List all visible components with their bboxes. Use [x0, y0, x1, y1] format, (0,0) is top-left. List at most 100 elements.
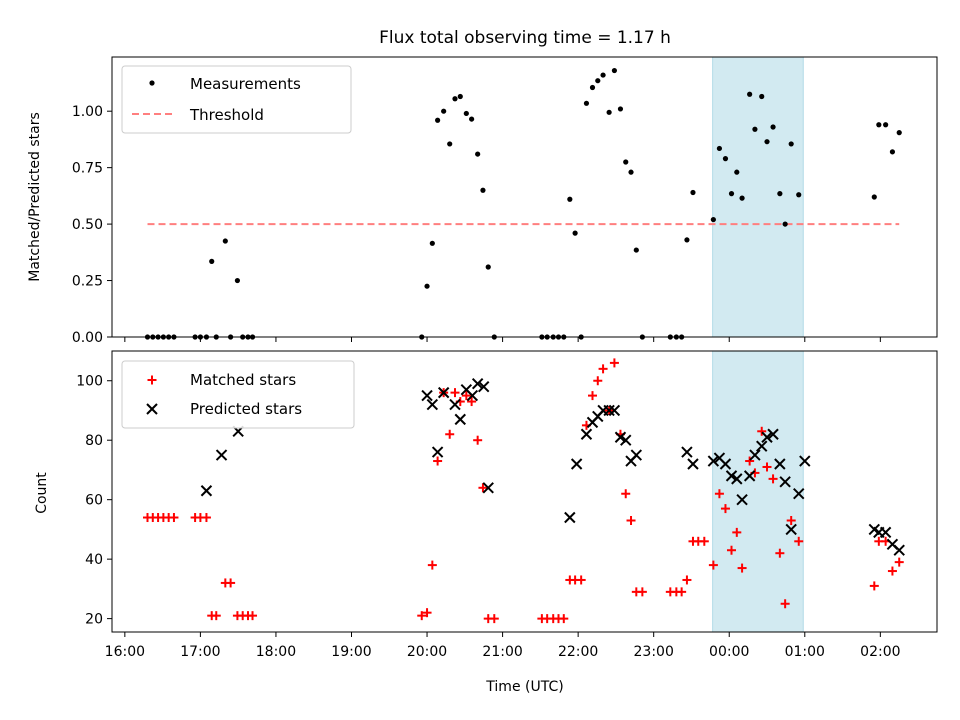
xtick-label: 00:00 — [709, 644, 749, 660]
predicted-point-b — [868, 523, 881, 536]
top-ytick-label: 1.00 — [72, 104, 103, 120]
measurement-point — [739, 195, 745, 201]
measurement-point — [572, 230, 578, 236]
matched-point — [768, 474, 778, 484]
predicted-point-b — [886, 538, 899, 550]
predicted-point — [749, 449, 761, 461]
xtick-label: 16:00 — [105, 644, 145, 660]
predicted-point-b — [893, 544, 905, 556]
predicted-point-b — [630, 449, 643, 461]
legend-label-threshold: Threshold — [189, 106, 264, 124]
predicted-point — [620, 434, 632, 446]
xtick-label: 01:00 — [785, 644, 825, 660]
matched-point — [621, 489, 631, 499]
top-ytick-label: 0.50 — [72, 217, 103, 233]
predicted-point — [879, 526, 892, 539]
predicted-point — [614, 431, 627, 443]
measurement-point — [234, 277, 241, 284]
matched-point — [737, 563, 747, 573]
predicted-point-b — [779, 476, 791, 488]
measurement-point — [710, 216, 716, 223]
measurement-point — [606, 109, 612, 115]
measurement-point — [485, 264, 491, 270]
predicted-point — [731, 473, 743, 485]
top-ytick-label: 0.00 — [72, 330, 103, 346]
matched-point — [786, 515, 796, 525]
measurement-point — [475, 151, 481, 157]
x-axis-label: Time (UTC) — [485, 679, 563, 695]
predicted-point — [725, 470, 738, 482]
measurement-point — [600, 72, 606, 78]
predicted-point — [564, 511, 576, 524]
measurement-point — [796, 192, 802, 198]
matched-point — [226, 578, 236, 588]
matched-point — [417, 611, 427, 621]
measurement-point — [871, 194, 877, 200]
predicted-point-b — [749, 449, 761, 461]
predicted-point-b — [761, 431, 773, 443]
measurement-point — [435, 117, 441, 123]
predicted-point-b — [736, 493, 748, 506]
matched-point — [794, 536, 804, 546]
measurement-point — [424, 283, 430, 289]
predicted-point — [767, 428, 779, 440]
matched-point — [775, 548, 785, 558]
count-panel: 20 40 60 80 100 16:00 17:00 18:00 19:00 20:00 21:0… — [76, 350, 938, 660]
predicted-point — [466, 389, 479, 402]
predicted-point-b — [719, 458, 732, 470]
matched-point — [587, 391, 597, 401]
predicted-point-b — [477, 380, 490, 393]
predicted-point — [785, 523, 797, 536]
bottom-legend-box — [121, 360, 355, 429]
chart-title: Flux total observing time = 1.17 h — [379, 28, 671, 48]
measurement-point — [469, 116, 475, 122]
matched-point — [576, 575, 586, 585]
predicted-point — [761, 431, 773, 443]
xtick-label: 19:00 — [331, 644, 371, 660]
predicted-point — [215, 449, 228, 461]
predicted-point-b — [799, 455, 811, 467]
predicted-point — [893, 544, 905, 556]
measurement-point — [441, 108, 447, 114]
xtick-label: 02:00 — [860, 644, 900, 660]
measurement-point — [633, 247, 639, 253]
xtick-label: 23:00 — [634, 644, 674, 660]
bottom-y-axis-label: Count — [34, 472, 50, 514]
measurement-point — [876, 122, 882, 128]
matched-point — [745, 456, 755, 466]
matched-point — [433, 456, 443, 466]
predicted-point-b — [725, 470, 738, 482]
predicted-point — [421, 389, 433, 402]
predicted-point — [707, 455, 720, 467]
measurement-point — [623, 159, 629, 165]
measurement-point — [788, 141, 794, 147]
predicted-point — [736, 493, 748, 506]
predicted-point — [482, 482, 494, 494]
measurement-point — [883, 122, 889, 128]
matched-point — [714, 489, 724, 499]
predicted-point — [793, 488, 805, 500]
predicted-point-b — [426, 398, 439, 411]
predicted-point — [471, 378, 484, 390]
predicted-point-b — [743, 470, 756, 482]
matched-point — [461, 391, 471, 401]
matched-point — [780, 599, 790, 609]
measurement-point — [782, 221, 788, 227]
predicted-point — [449, 398, 461, 411]
xtick-label: 18:00 — [256, 644, 296, 660]
predicted-point-b — [785, 523, 797, 536]
measurement-point — [889, 149, 896, 155]
predicted-point-b — [564, 511, 576, 524]
matched-point — [450, 388, 460, 398]
matched-point — [467, 397, 477, 407]
matched-point — [248, 611, 258, 621]
predicted-point — [454, 413, 466, 426]
measurement-point — [611, 67, 618, 74]
predicted-point — [779, 476, 791, 488]
matched-point — [732, 527, 742, 537]
matched-point — [682, 575, 692, 585]
matched-point — [478, 483, 488, 493]
predicted-point — [477, 380, 490, 393]
matched-point — [489, 614, 499, 624]
top-ytick-label: 0.75 — [72, 161, 103, 177]
